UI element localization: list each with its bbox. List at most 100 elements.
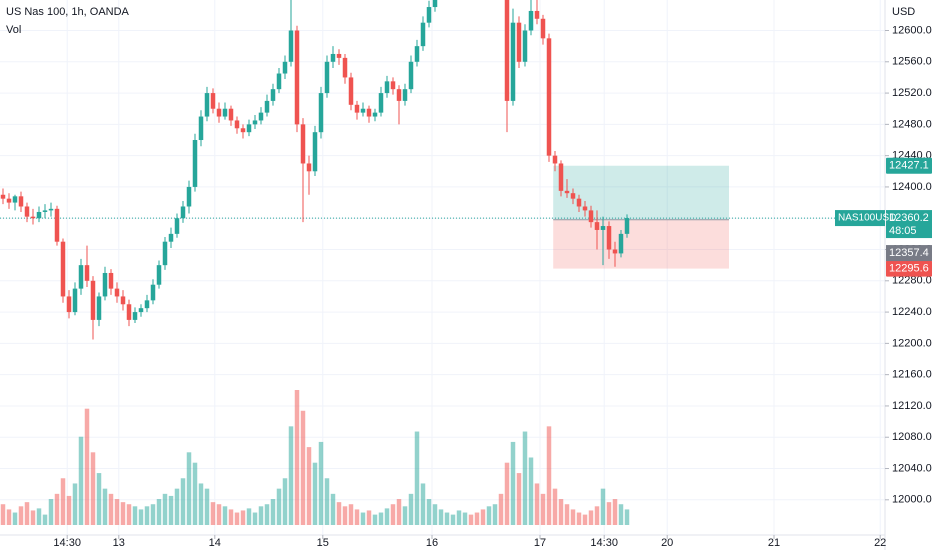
volume-bar [390,504,396,525]
volume-bar [174,488,180,525]
candle-body [294,30,300,125]
y-tick-label: 12000.0 [892,494,932,506]
volume-bar [222,506,228,525]
volume-bar [576,512,582,525]
volume-bar [486,506,492,525]
volume-bar [276,488,282,525]
volume-bar [234,512,240,525]
volume-bar [264,504,270,525]
volume-bar [66,495,72,525]
volume-bar [564,504,570,525]
candle-body [228,108,234,121]
volume-bar [186,452,192,525]
axes: 12000.0 12040.0 12080.0 12120.0 12160.0 12200… [53,24,932,549]
candle-body [510,22,516,101]
volume-bar [18,506,24,525]
candle-body [36,211,42,219]
candle-body [582,206,588,211]
symbol-box [835,210,885,227]
volume-bar [414,431,420,525]
candle-body [264,100,270,113]
volume-bar [282,478,288,525]
volume-bar [348,504,354,525]
candle-body [534,10,540,19]
candle-body [330,53,336,62]
candle-body [570,193,576,199]
symbol-label: NAS100USD [838,213,896,224]
volume-bar [6,509,12,525]
plot-area [0,0,885,525]
stop-label-box [886,260,932,277]
y-tick-label: 12560.0 [892,56,932,68]
candle-body [306,163,312,172]
candle-body [180,206,186,219]
x-tick-label: 20 [661,537,673,549]
candle-body [378,93,384,113]
volume-bar [252,512,258,525]
chart-title: US Nas 100, 1h, OANDA [6,6,130,18]
volume-bar [570,509,576,525]
candle-body [126,304,132,320]
volume-bar [336,502,342,525]
candle-body [426,7,432,23]
candle-body [174,218,180,234]
volume-bar [192,462,198,525]
candle-body [120,296,126,305]
volume-bar [318,441,324,525]
volume-bar [612,499,618,525]
candle-body [588,210,594,223]
volume-bar [162,493,168,525]
volume-bar [258,506,264,525]
volume-bar [426,499,432,525]
volume-bar [618,504,624,525]
volume-bar [144,506,150,525]
candle-body [150,284,156,301]
volume-bar [96,473,102,525]
candle-body [84,265,90,281]
candle-body [216,108,222,117]
volume-bar [330,493,336,525]
bid-price-label: 12357.4 [889,247,929,259]
y-tick-label: 12600.0 [892,24,932,36]
candle-body [528,10,534,31]
volume-bar [540,493,546,525]
candle-body [594,222,600,230]
candle-body [342,57,348,78]
volume-bar [324,478,330,525]
y-tick-label: 12120.0 [892,400,932,412]
volume-bar [246,508,252,525]
volume-bar [360,512,366,525]
candle-body [612,249,618,254]
candle-body [318,93,324,133]
last-price-box [886,210,932,239]
volume-bar [30,510,36,525]
volume-bar [156,499,162,525]
volume-bar [312,462,318,525]
volume-bar [366,510,372,525]
candle-body [144,300,150,309]
volume-bar [534,483,540,525]
candle-body [546,38,552,156]
volume-label: Vol [6,24,21,36]
volume-bar [504,462,510,525]
x-tick-label: 14 [209,537,221,549]
candle-body [246,124,252,133]
candle-body [390,81,396,90]
position-profit [553,165,729,220]
y-tick-label: 12400.0 [892,181,932,193]
candle-body [336,53,342,58]
volume-bar [84,408,90,525]
volume-bar [450,514,456,525]
candle-body [222,108,228,117]
candle-body [312,132,318,172]
y-tick-label: 12280.0 [892,275,932,287]
volume-bar [204,488,210,525]
candle-body [324,61,330,94]
candle-body [396,89,402,101]
volume-bar [288,426,294,525]
candle-body [132,312,138,320]
candle-body [420,22,426,47]
candle-body [96,296,102,320]
candle-body [42,210,48,212]
candle-body [102,272,108,297]
